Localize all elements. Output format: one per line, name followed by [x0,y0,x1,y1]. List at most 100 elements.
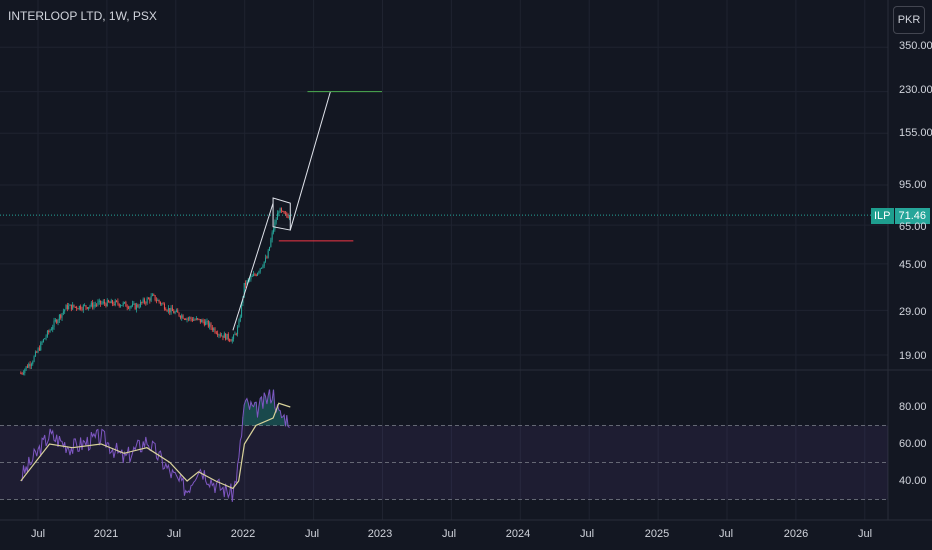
current-price-value: 71.46 [894,208,931,224]
candle-body [227,333,229,340]
candle-body [137,304,139,307]
y-tick-label: 19.00 [899,350,927,362]
candle-body [230,340,232,342]
candle-body [262,266,264,268]
candle-body [138,306,140,308]
candle-body [93,304,95,308]
candle-body [105,303,107,307]
candle-body [189,317,191,319]
candle-body [254,274,256,276]
candle-body [183,318,185,320]
current-price-tag: ILP 71.46 [871,207,931,225]
candle-body [92,302,94,308]
candle-body [209,323,211,327]
candle-body [215,332,217,334]
candle-body [130,305,132,307]
candle-body [44,338,46,340]
candle-body [69,304,71,306]
x-tick-label: 2022 [230,528,256,540]
candle-body [58,314,60,320]
rsi-tick-label: 40.00 [899,475,927,487]
candle-body [175,310,177,312]
candle-body [36,351,38,353]
candle-body [57,319,59,323]
candle-body [163,303,165,310]
candle-body [116,300,118,302]
candle-body [48,331,50,333]
candle-body [82,305,84,310]
candle-body [88,307,90,309]
candle-body [129,306,131,309]
candle-body [226,333,228,340]
candle-body [210,323,212,328]
candle-body [94,304,96,306]
candle-body [287,215,289,218]
candle-body [125,302,127,307]
candle-body [29,364,31,366]
candle-body [128,307,130,309]
candle-body [243,282,245,297]
candle-body [49,330,51,332]
candle-body [74,306,76,308]
candle-body [50,329,52,331]
candle-body [153,294,155,296]
candle-body [186,318,188,320]
projection-line[interactable] [289,91,331,231]
candle-body [150,295,152,301]
chart-title: INTERLOOP LTD, 1W, PSX [8,9,157,23]
candle-body [78,305,80,310]
candle-body [201,319,203,323]
candle-body [101,302,103,304]
rsi-ma-line [20,402,291,490]
candle-body [193,319,195,321]
candle-body [198,318,200,320]
rsi-tick-label: 60.00 [899,438,927,450]
candle-body [280,208,282,211]
candle-body [77,308,79,310]
candle-body [68,305,70,309]
currency-button[interactable]: PKR [893,6,925,34]
candle-body [233,335,235,339]
candle-body [279,208,281,213]
candle-body [110,300,112,304]
candle-body [108,300,110,303]
candle-body [181,315,183,318]
candle-body [251,276,253,278]
candle-body [104,301,106,304]
candle-body [45,336,47,339]
candle-body [267,250,269,258]
candle-body [141,301,143,303]
y-tick-label: 155.00 [899,127,932,139]
candle-body [288,217,290,219]
candle-body [253,274,255,277]
candle-body [142,299,144,303]
candle-body [159,302,161,305]
candle-body [106,300,108,307]
trend-line[interactable] [232,203,274,331]
candle-body [179,316,181,318]
y-tick-label: 350.00 [899,40,932,52]
candle-body [265,257,267,262]
candle-body [118,303,120,307]
candle-body [147,298,149,300]
candle-body [286,213,288,216]
candle-body [64,309,66,312]
x-tick-label: Jul [166,528,182,540]
candle-body [86,307,88,309]
candle-body [211,327,213,331]
y-tick-label: 95.00 [899,179,927,191]
candle-body [177,310,179,313]
candle-body [73,304,75,307]
candle-body [235,333,237,335]
candle-body [157,300,159,302]
candle-body [81,309,83,311]
candle-body [259,268,261,272]
x-tick-label: 2025 [644,528,670,540]
candle-body [162,303,164,305]
candle-body [109,302,111,304]
candle-body [134,303,136,310]
candle-body [85,305,87,308]
candle-body [274,222,276,230]
